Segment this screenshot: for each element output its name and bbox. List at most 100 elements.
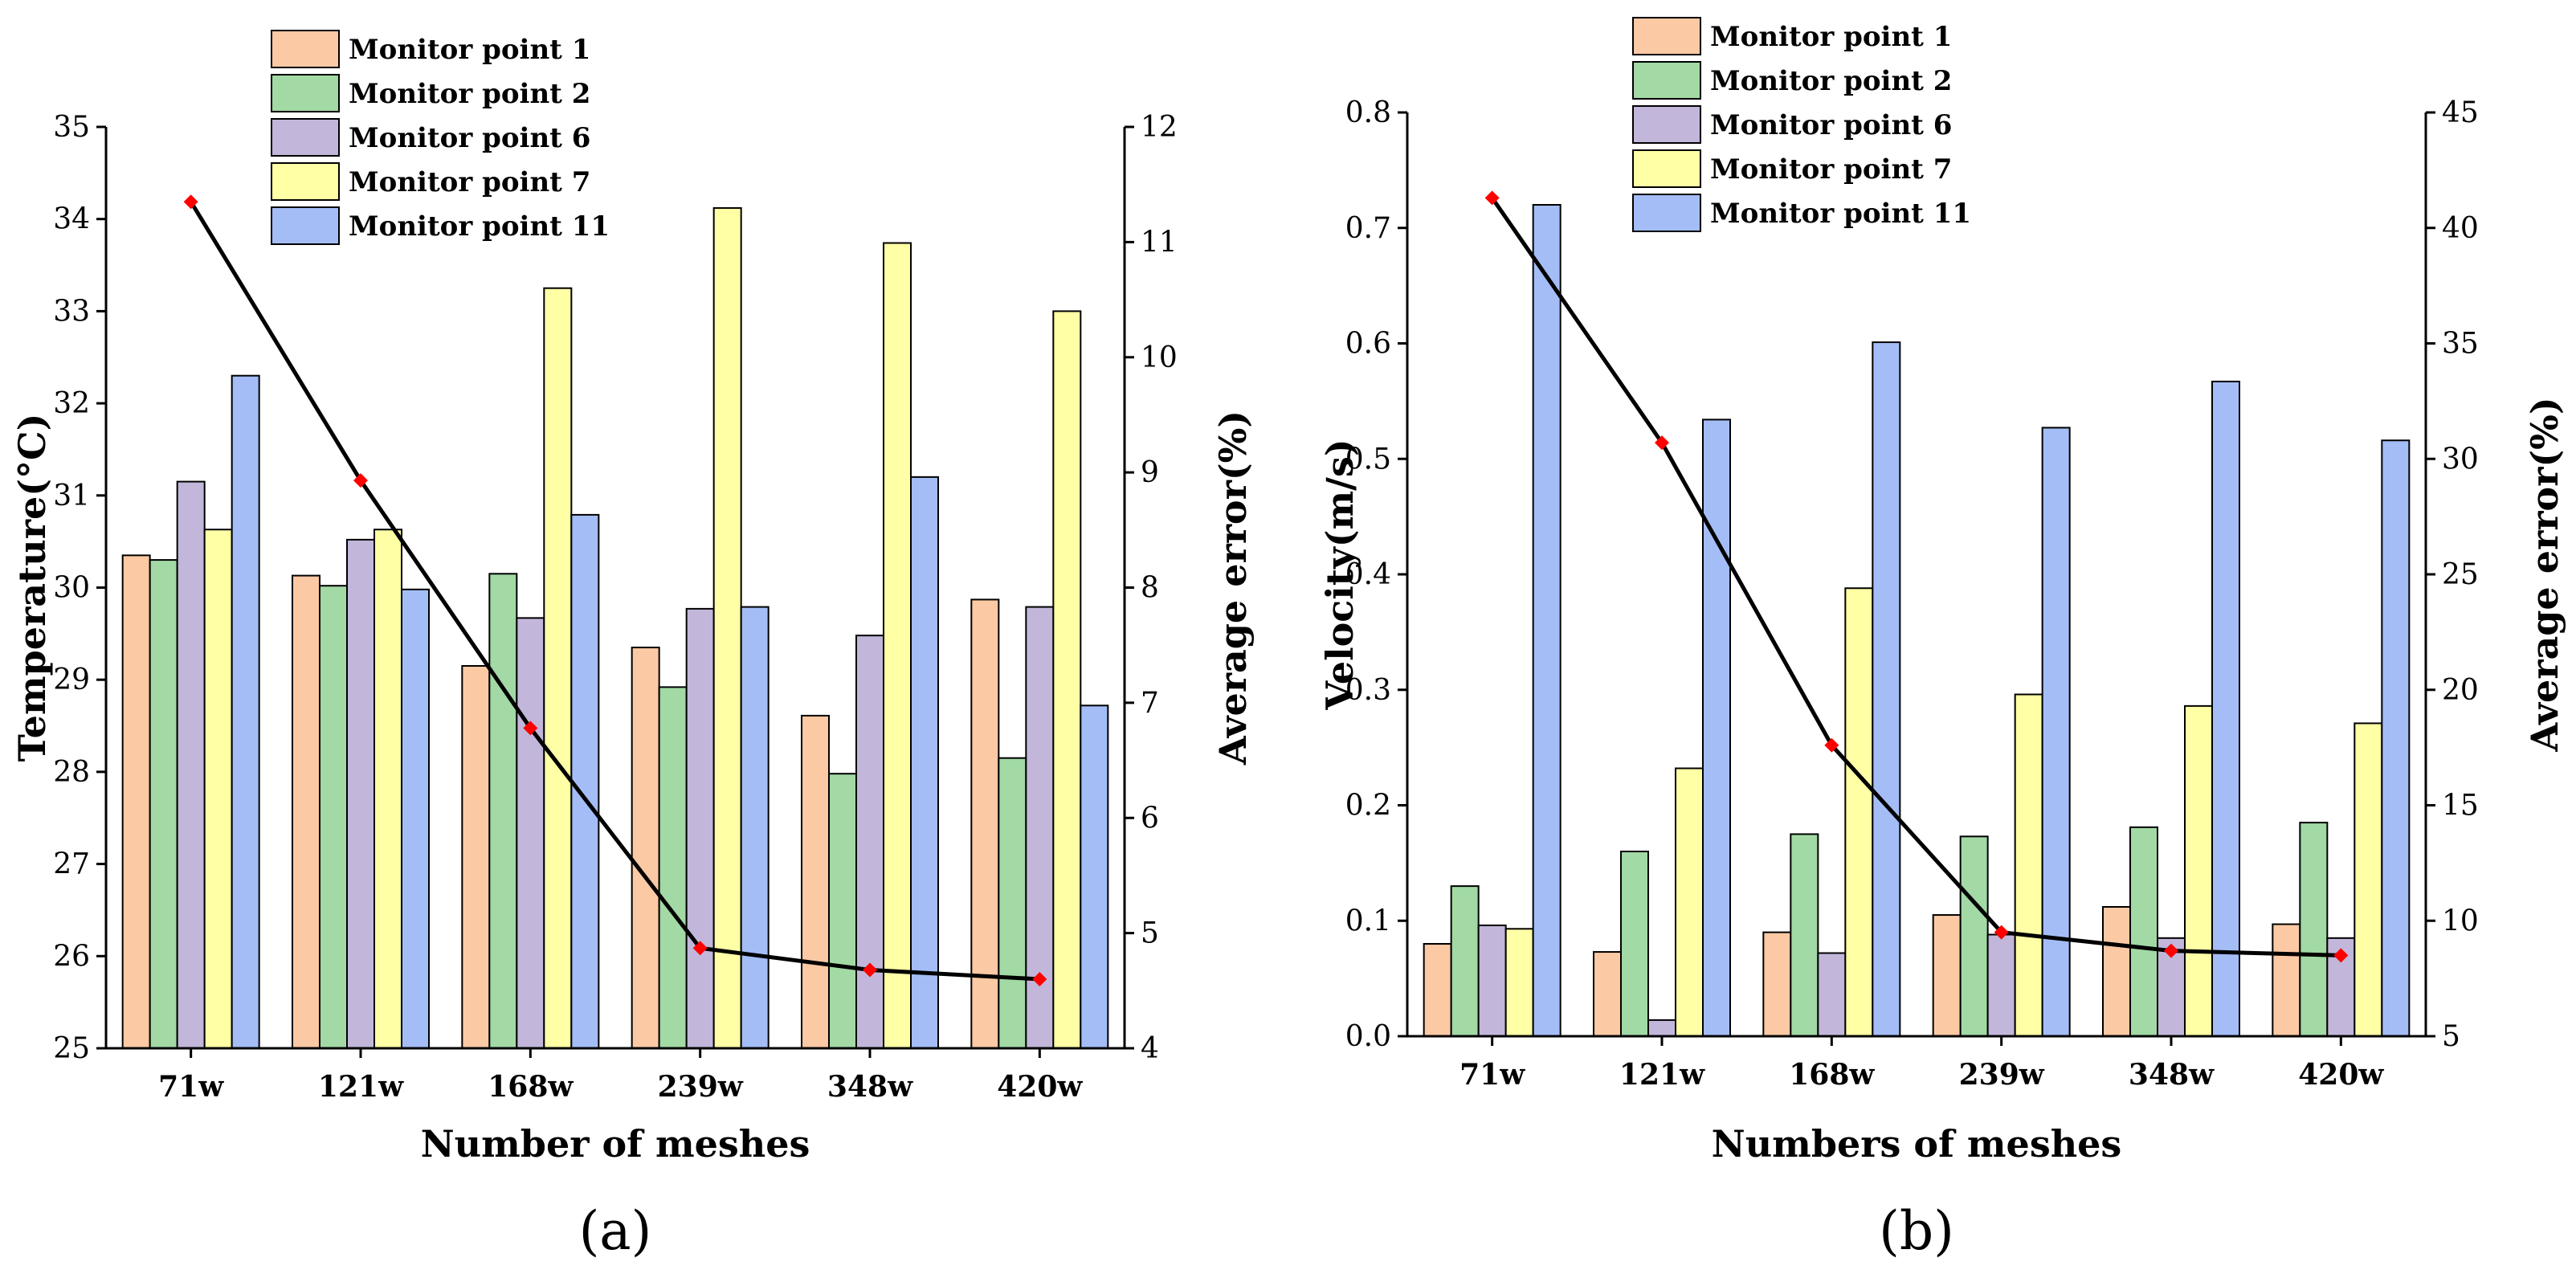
bar-monitor-point-6-348w (855, 635, 884, 1049)
x-tick-label: 71w (158, 1070, 224, 1104)
bar-monitor-point-2-71w (1450, 885, 1480, 1037)
legend-label: Monitor point 6 (1710, 109, 1952, 141)
legend-swatch (271, 206, 340, 245)
y-tick-label: 0.0 (1345, 1020, 1391, 1053)
average-error-point-348w (863, 962, 877, 978)
legend-label: Monitor point 1 (1710, 21, 1952, 53)
y-tick-label: 35 (53, 111, 90, 144)
bar-monitor-point-2-420w (2299, 822, 2329, 1037)
legend-swatch (271, 118, 340, 157)
bar-monitor-point-1-420w (2272, 923, 2301, 1037)
bar-monitor-point-7-121w (374, 529, 402, 1049)
y2-tick-label: 6 (1141, 802, 1159, 835)
x-tick-label: 121w (1619, 1058, 1705, 1092)
bar-monitor-point-11-348w (2211, 380, 2240, 1037)
bar-monitor-point-2-168w (488, 573, 518, 1049)
y2-tick-label: 15 (2442, 790, 2479, 823)
bar-monitor-point-7-239w (712, 206, 742, 1049)
y2-tick-label: 8 (1141, 572, 1159, 605)
y-tick-label: 31 (53, 480, 90, 512)
y-tick-label: 26 (53, 940, 90, 973)
y2-tick-label: 5 (1141, 917, 1159, 950)
average-error-line (189, 200, 1040, 982)
y-tick-label: 34 (53, 203, 90, 236)
y2-tick-label: 40 (2442, 212, 2479, 245)
y2-tick-label: 30 (2442, 443, 2479, 476)
average-error-point-121w (1655, 435, 1669, 451)
bar-monitor-point-2-168w (1790, 833, 1819, 1037)
legend-swatch (271, 30, 340, 68)
y-axis-title: Velocity(m/s) (1318, 439, 1361, 710)
y2-tick-label: 35 (2442, 328, 2479, 361)
y-tick-label: 30 (53, 572, 90, 605)
y2-tick-label: 20 (2442, 674, 2479, 707)
bar-monitor-point-1-239w (631, 647, 660, 1049)
x-tick-label: 348w (2129, 1058, 2215, 1092)
bar-monitor-point-1-239w (1932, 914, 1962, 1037)
bar-monitor-point-7-121w (1675, 767, 1704, 1037)
x-tick-label: 168w (1789, 1058, 1875, 1092)
bar-monitor-point-2-239w (658, 686, 688, 1049)
bar-monitor-point-11-420w (1080, 704, 1109, 1049)
average-error-point-168w (523, 721, 538, 736)
bar-monitor-point-2-121w (319, 585, 348, 1049)
legend-label: Monitor point 7 (349, 166, 590, 198)
bar-monitor-point-7-168w (543, 287, 573, 1050)
y2-axis-title: Average error(%) (2523, 397, 2566, 752)
y2-tick-label: 45 (2442, 96, 2479, 129)
bar-monitor-point-2-239w (1959, 835, 1989, 1037)
bar-monitor-point-11-348w (910, 476, 939, 1049)
panel-label: (a) (579, 1200, 652, 1262)
y-tick-label: 32 (53, 387, 90, 420)
y-tick-label: 33 (53, 295, 90, 328)
panel-label: (b) (1879, 1200, 1954, 1262)
y-tick-label: 29 (53, 663, 90, 696)
bar-monitor-point-2-71w (149, 559, 178, 1049)
y-tick-label: 28 (53, 756, 90, 789)
y2-tick-label: 12 (1141, 111, 1178, 144)
average-error-point-420w (2333, 948, 2349, 963)
bar-monitor-point-11-239w (2041, 427, 2071, 1037)
legend-label: Monitor point 7 (1710, 153, 1952, 186)
average-error-point-71w (1484, 190, 1500, 206)
bar-monitor-point-2-420w (998, 757, 1027, 1049)
y2-tick-label: 25 (2442, 558, 2479, 591)
bar-monitor-point-6-168w (516, 617, 545, 1049)
x-tick-label: 121w (318, 1070, 404, 1104)
chart-panel-a: 25 26 27 28 29 30 31 32 33 34 35 4 5 6 7 8 9 10 11 12 71w 121… (10, 30, 1255, 1262)
legend-label: Monitor point 2 (1710, 65, 1952, 97)
bar-monitor-point-1-121w (1593, 951, 1622, 1037)
y-tick-label: 0.4 (1345, 558, 1391, 591)
legend-label: Monitor point 1 (349, 34, 590, 66)
y-tick-label: 0.5 (1345, 443, 1391, 476)
x-tick-label: 71w (1459, 1058, 1525, 1092)
y-tick-label: 0.3 (1345, 674, 1391, 707)
legend-label: Monitor point 11 (1710, 198, 1971, 230)
x-tick-label: 348w (827, 1070, 913, 1104)
y-tick-label: 0.1 (1345, 904, 1391, 937)
bar-monitor-point-1-348w (801, 714, 830, 1049)
average-error-line (1490, 196, 2341, 957)
bar-monitor-point-7-239w (2014, 693, 2043, 1037)
legend-swatch (1632, 149, 1701, 188)
x-tick-label: 420w (997, 1070, 1083, 1104)
y2-tick-label: 7 (1141, 687, 1159, 720)
y2-tick-label: 5 (2442, 1020, 2460, 1053)
x-axis-title: Numbers of meshes (1712, 1122, 2122, 1166)
bar-monitor-point-6-239w (1986, 933, 2016, 1037)
y-axis-title: Temperature(°C) (10, 414, 54, 762)
bar-monitor-point-2-348w (2129, 826, 2158, 1037)
y2-tick-label: 9 (1141, 456, 1159, 489)
average-error-point-239w (692, 941, 708, 956)
y2-tick-label: 4 (1141, 1032, 1159, 1065)
bar-monitor-point-11-71w (1532, 204, 1562, 1037)
bar-monitor-point-1-121w (292, 574, 320, 1049)
bar-monitor-point-7-71w (1504, 928, 1534, 1037)
y-tick-label: 27 (53, 848, 90, 881)
x-axis-title: Number of meshes (421, 1122, 810, 1166)
y-tick-label: 0.8 (1345, 96, 1391, 129)
y2-tick-label: 11 (1141, 226, 1178, 259)
bar-monitor-point-1-420w (970, 598, 1000, 1049)
average-error-point-71w (183, 194, 198, 210)
